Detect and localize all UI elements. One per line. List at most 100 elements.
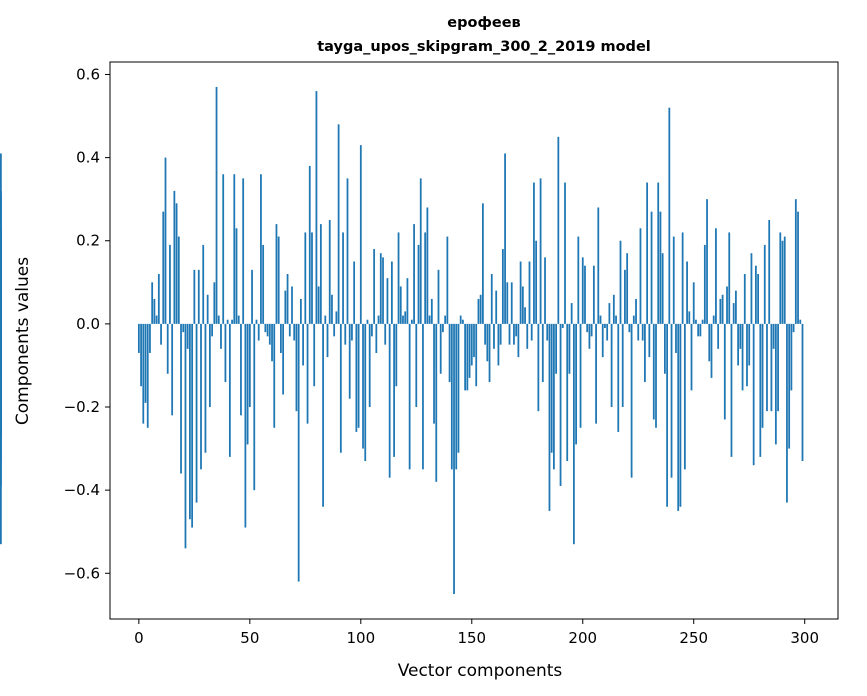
bar [666, 323, 668, 507]
bar [155, 315, 158, 324]
bar [226, 319, 229, 324]
bar [772, 323, 775, 349]
bar [628, 323, 631, 333]
bar [351, 323, 353, 341]
bar [251, 269, 253, 324]
bar [357, 323, 360, 428]
bar [546, 323, 549, 341]
bar [541, 323, 544, 383]
bar [455, 323, 458, 470]
bar [746, 323, 748, 387]
bars-group [0, 86, 804, 595]
bar [442, 323, 444, 333]
y-tick-label: −0.6 [64, 564, 100, 582]
bar [657, 182, 660, 324]
bar [699, 323, 702, 337]
bar [561, 323, 564, 329]
bar [137, 323, 140, 353]
x-tick-label: 150 [457, 629, 486, 647]
y-tick-label: −0.2 [64, 398, 100, 416]
bar [404, 311, 407, 324]
bar [575, 323, 577, 445]
bar [770, 323, 773, 412]
bar [779, 232, 782, 324]
y-axis-label: Components values [13, 257, 33, 425]
bar [195, 323, 198, 503]
bar [426, 207, 429, 324]
bar [499, 323, 502, 345]
bar [335, 311, 338, 324]
bar [430, 298, 433, 324]
y-tick-label: 0.4 [76, 149, 100, 167]
bar [708, 323, 711, 362]
bar [577, 236, 580, 324]
bar [570, 303, 573, 324]
bar [417, 244, 420, 324]
bar [477, 298, 480, 324]
plot-frame [109, 61, 839, 620]
bar [444, 315, 447, 324]
bar [675, 323, 677, 353]
bar [331, 294, 333, 324]
bar [728, 232, 731, 324]
bar [501, 249, 504, 324]
bar [319, 224, 322, 324]
bar [630, 323, 633, 478]
bar [311, 232, 313, 324]
x-axis-ticks: 0 50 100 150 200 250 300 [134, 619, 819, 647]
bar [262, 244, 265, 324]
y-tick-label: −0.4 [64, 481, 100, 499]
bar [364, 323, 367, 462]
bar [333, 323, 336, 337]
bar [342, 232, 344, 324]
bar [648, 323, 651, 358]
bar [224, 323, 227, 383]
bar [291, 286, 293, 324]
x-tick-label: 250 [679, 629, 708, 647]
bar [197, 269, 200, 324]
bar [453, 323, 455, 595]
x-tick-label: 300 [790, 629, 819, 647]
bar [639, 228, 642, 324]
bar [786, 323, 788, 503]
bar [237, 315, 240, 324]
bar [688, 311, 691, 324]
bar [610, 323, 613, 407]
bar [539, 178, 542, 324]
bar [397, 232, 400, 324]
bar [200, 323, 202, 470]
bar [242, 178, 245, 324]
bar [208, 323, 211, 407]
bar [670, 323, 673, 478]
bar [264, 323, 267, 333]
bar [586, 323, 589, 333]
bar [462, 319, 464, 324]
bar [0, 195, 2, 324]
bar [737, 323, 740, 366]
bar [766, 323, 768, 412]
bar [355, 323, 358, 432]
bar [266, 323, 269, 337]
bar [248, 323, 251, 407]
bar [564, 182, 566, 324]
bar [715, 228, 717, 324]
bar [777, 323, 779, 412]
bar [479, 294, 482, 324]
bar [750, 253, 753, 324]
bar [459, 315, 462, 324]
bar [177, 236, 180, 324]
bar [182, 323, 185, 333]
bar [588, 323, 591, 349]
bar [706, 199, 708, 324]
x-tick-label: 100 [346, 629, 375, 647]
bar [268, 323, 271, 345]
bar [464, 323, 467, 391]
x-axis-label: Vector components [398, 661, 563, 681]
bar [677, 323, 680, 511]
bar [144, 323, 147, 403]
bar [537, 323, 540, 412]
bar [557, 136, 560, 324]
bar [652, 323, 655, 420]
bar [535, 240, 538, 324]
bar [299, 298, 302, 324]
